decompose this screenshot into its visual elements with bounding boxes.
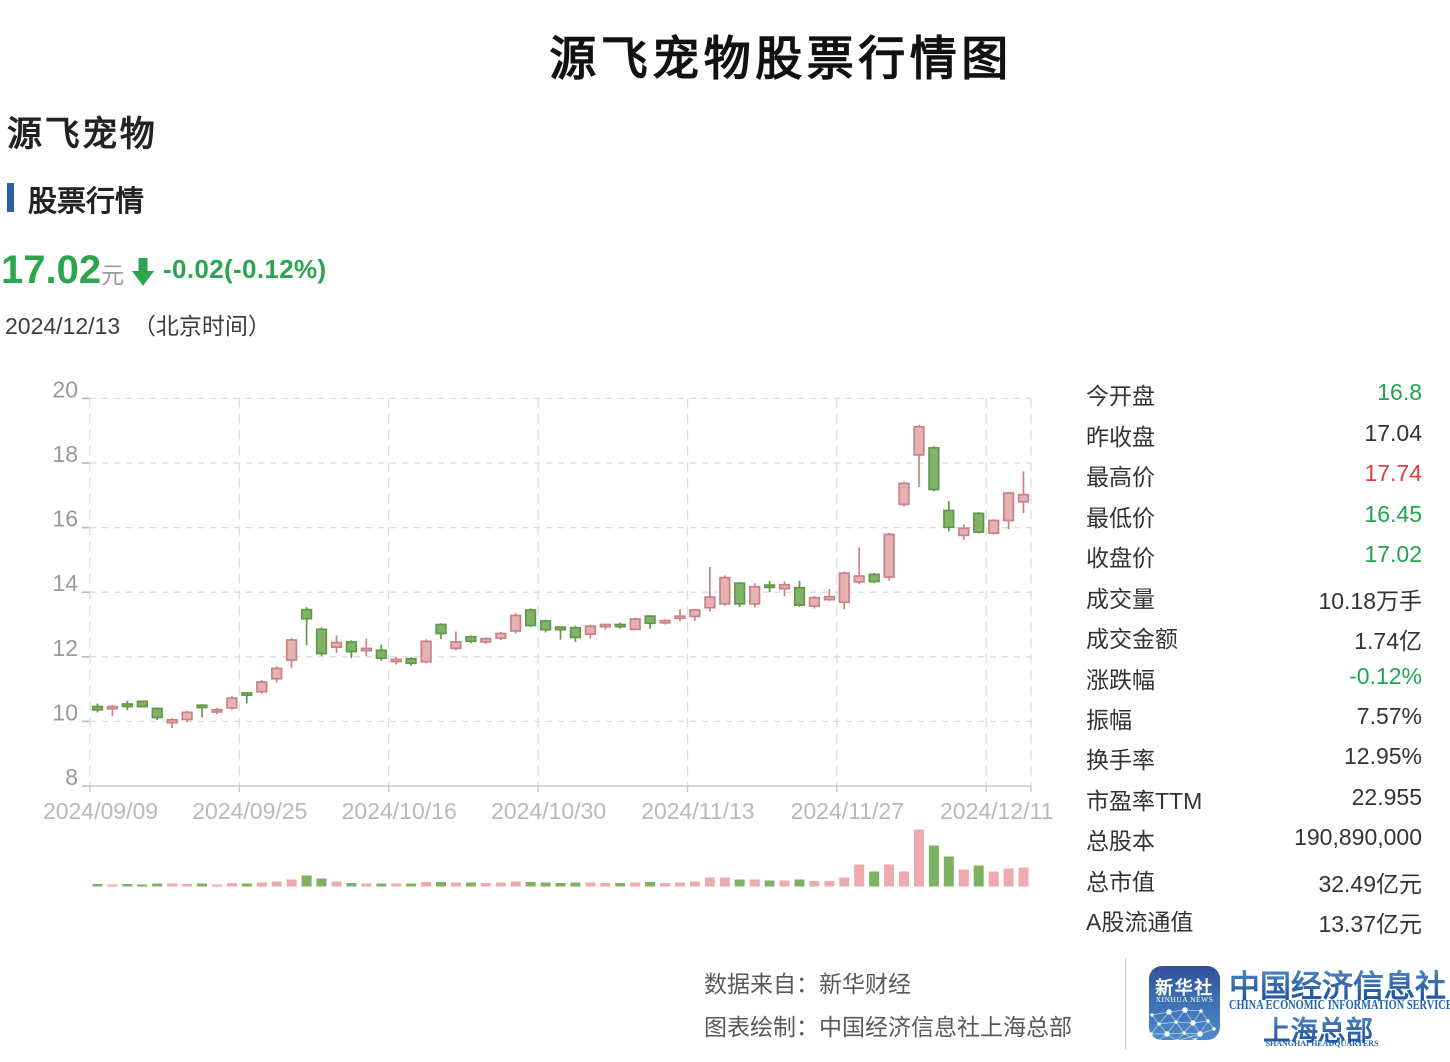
svg-text:2024/11/13: 2024/11/13 [641,798,754,824]
svg-text:18: 18 [52,441,78,467]
svg-text:2024/12/11: 2024/12/11 [940,798,1053,824]
svg-text:2024/09/25: 2024/09/25 [192,798,307,824]
svg-text:2024/10/30: 2024/10/30 [491,798,606,824]
svg-text:16: 16 [52,506,78,532]
svg-text:20: 20 [52,376,78,402]
svg-text:2024/10/16: 2024/10/16 [342,798,457,824]
svg-text:2024/11/27: 2024/11/27 [791,798,904,824]
svg-text:10: 10 [52,699,78,725]
svg-text:12: 12 [52,635,78,661]
svg-text:2024/09/09: 2024/09/09 [43,798,158,824]
svg-text:8: 8 [65,764,78,790]
svg-text:14: 14 [52,570,78,596]
